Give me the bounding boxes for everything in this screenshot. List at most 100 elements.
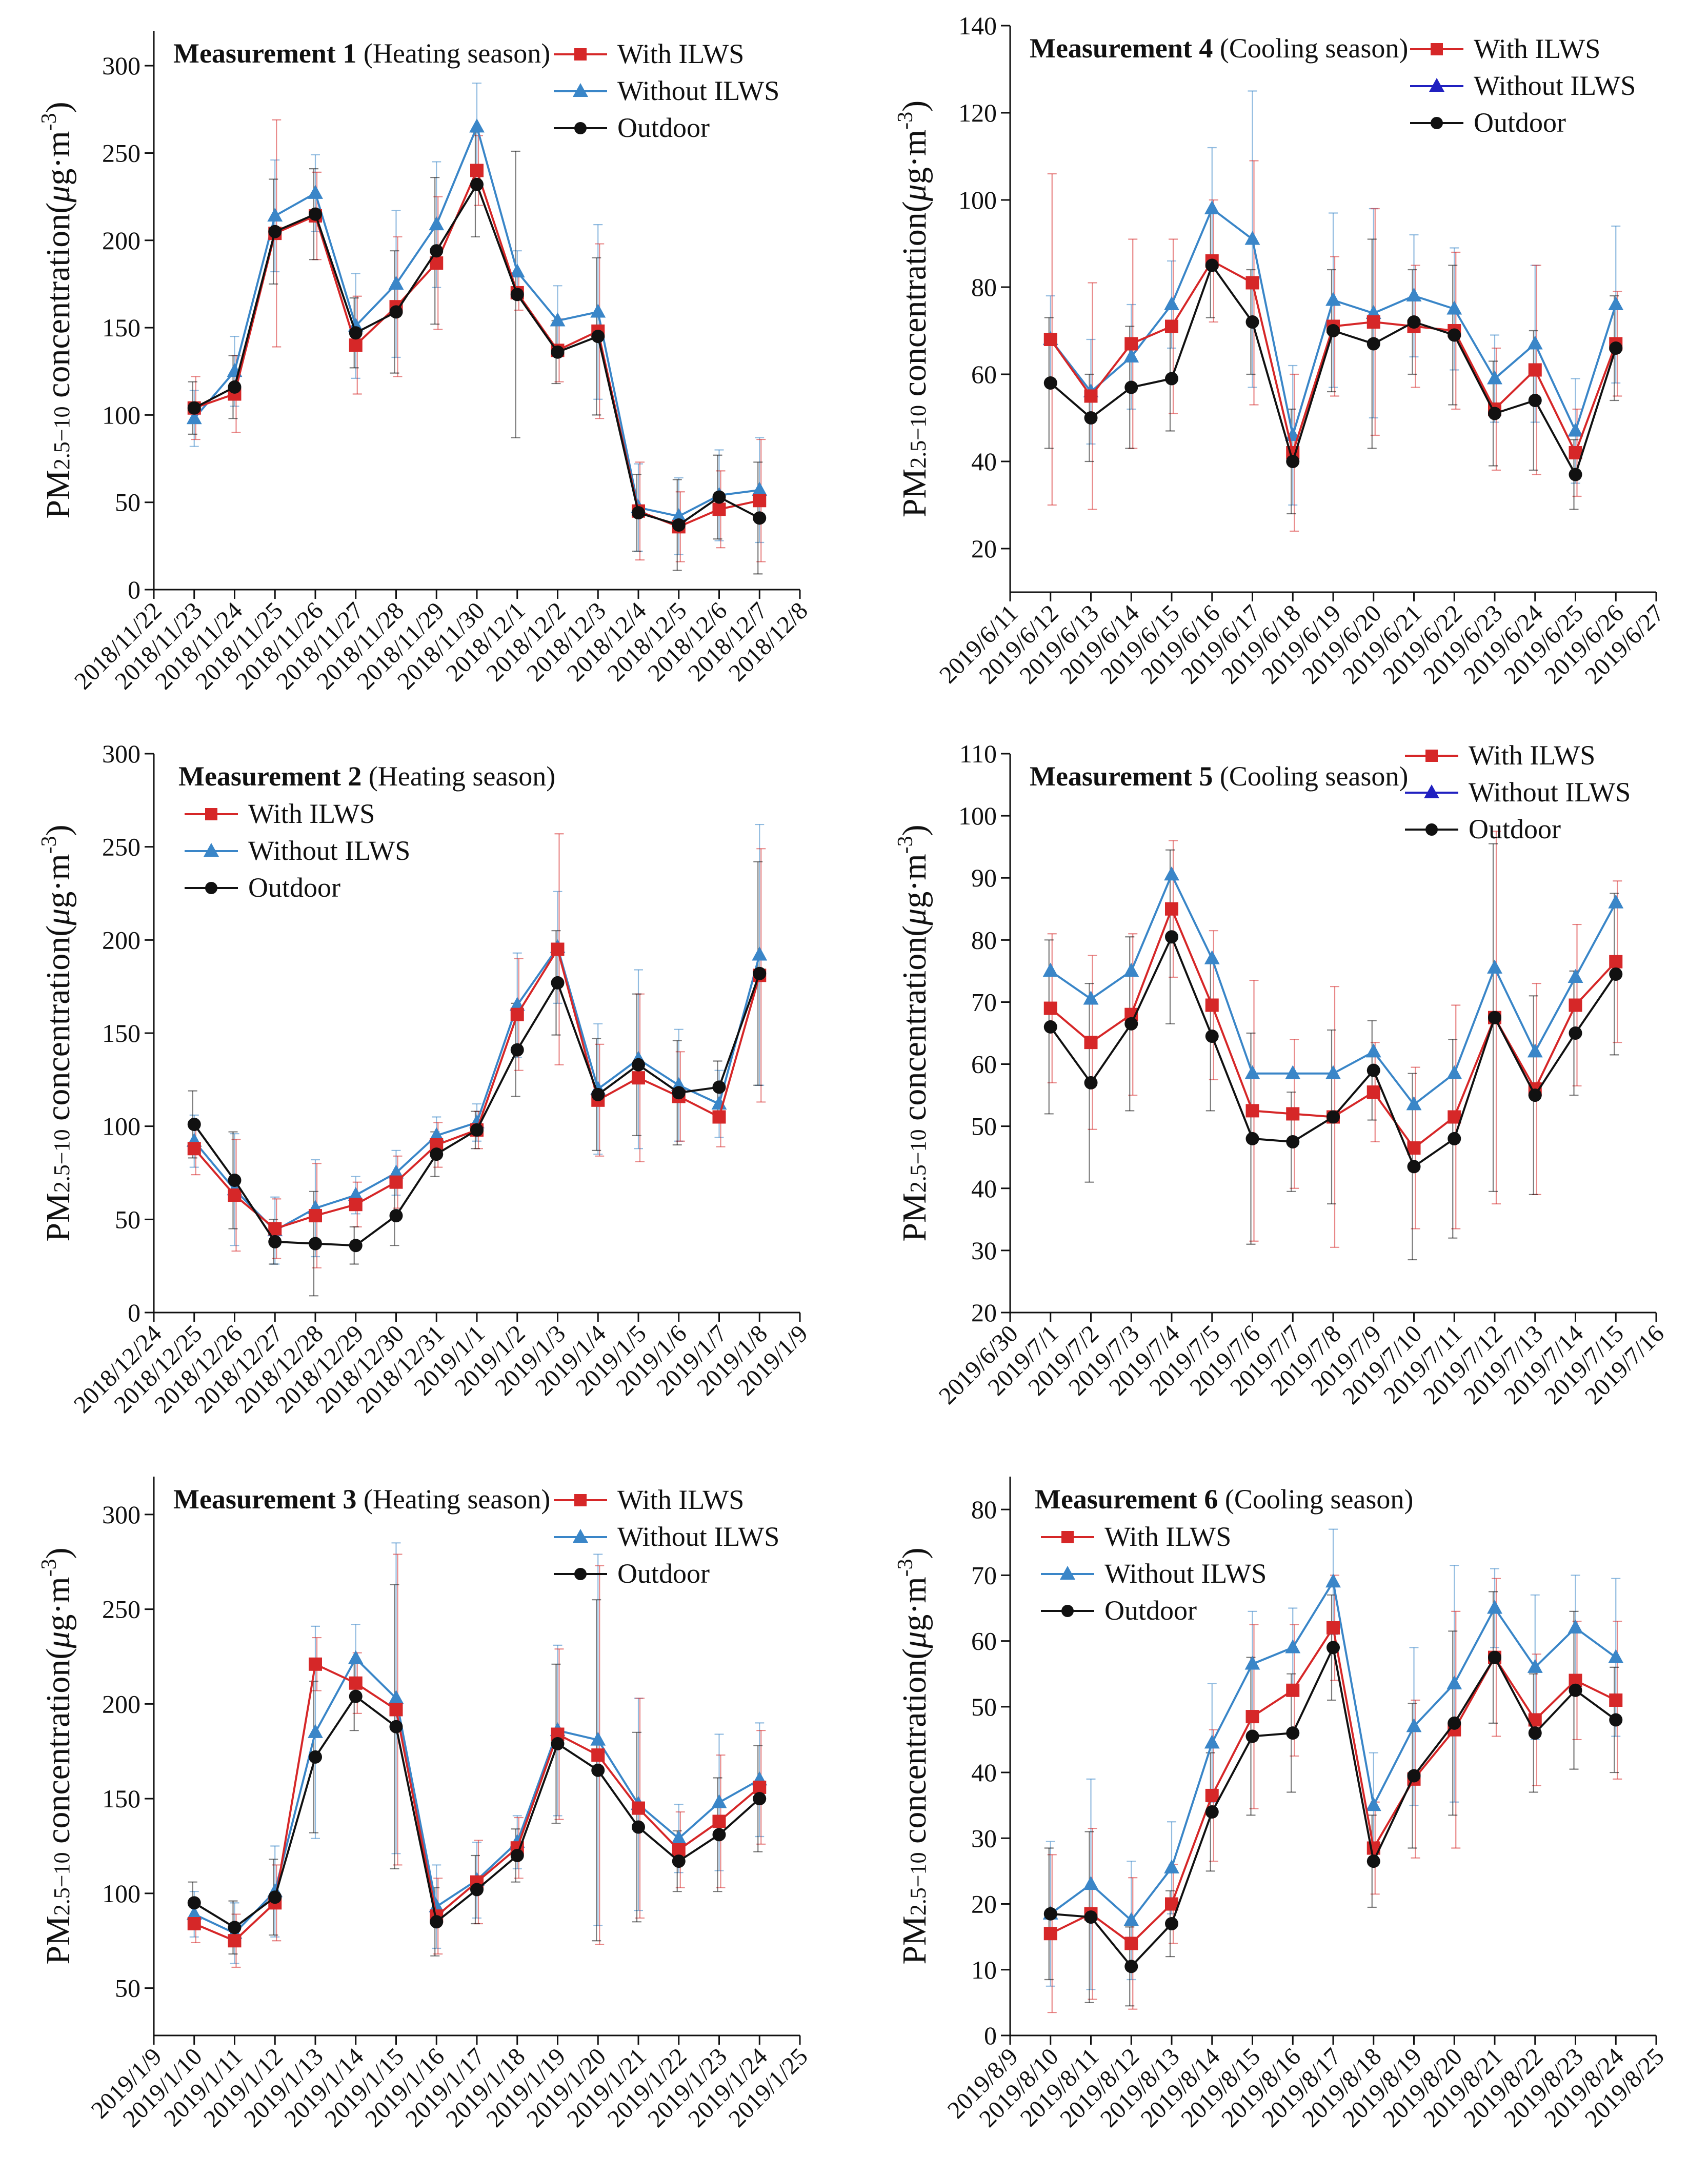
y-tick-label: 140: [958, 11, 997, 40]
data-point-without: [1406, 287, 1422, 302]
data-point-outdoor: [753, 511, 767, 525]
y-tick-label: 50: [115, 488, 140, 517]
data-point-with: [228, 1934, 242, 1948]
chart-title-space: [356, 1484, 364, 1515]
data-point-outdoor: [1124, 380, 1138, 394]
y-label-mu: μ: [39, 1631, 77, 1649]
data-point-outdoor: [1327, 1641, 1340, 1655]
y-tick-label: 300: [102, 739, 140, 768]
y-tick-label: 80: [971, 273, 997, 301]
data-point-outdoor: [1245, 1729, 1259, 1743]
data-point-outdoor: [1407, 1769, 1421, 1783]
y-tick-label: 70: [971, 987, 997, 1016]
y-label-concentration: concentration(: [896, 925, 933, 1130]
y-tick-label: 200: [102, 925, 140, 954]
data-point-outdoor: [632, 1820, 645, 1834]
chart-title-bold: Measurement 5: [1030, 761, 1213, 792]
data-point-with: [510, 1007, 524, 1021]
y-label-concentration: concentration(: [39, 203, 77, 407]
data-point-without: [429, 1898, 445, 1912]
y-axis-label: PM2.5−10 concentration(μg·m-3): [37, 824, 77, 1241]
y-tick-label: 300: [102, 1500, 140, 1529]
y-label-concentration: concentration(: [896, 201, 933, 405]
data-point-with: [1205, 998, 1219, 1012]
data-point-outdoor: [551, 976, 565, 990]
data-point-without: [1204, 1735, 1220, 1749]
data-point-outdoor: [1245, 315, 1259, 329]
y-label-pm: PM: [896, 1915, 933, 1964]
data-point-without: [590, 1731, 606, 1746]
y-label-subscript: 2.5−10: [49, 406, 74, 470]
legend-marker-without: [1424, 784, 1439, 798]
data-point-without: [1325, 1065, 1341, 1079]
chart-title-season: (Heating season): [364, 38, 550, 69]
y-tick-label: 60: [971, 1627, 997, 1656]
data-point-outdoor: [430, 244, 444, 258]
data-point-outdoor: [1528, 1726, 1542, 1740]
data-point-without: [1285, 1639, 1301, 1653]
data-point-outdoor: [1084, 411, 1098, 425]
y-label-close: ): [39, 102, 77, 113]
data-point-with: [228, 1188, 242, 1202]
y-tick-label: 150: [102, 1784, 140, 1813]
data-point-outdoor: [430, 1915, 444, 1929]
data-point-without: [1325, 1573, 1341, 1588]
y-tick-label: 100: [102, 1879, 140, 1908]
y-label-close: ): [39, 824, 77, 836]
y-tick-label: 100: [102, 400, 140, 429]
data-point-outdoor: [349, 1689, 363, 1703]
legend-label: With ILWS: [617, 1484, 744, 1515]
chart-title-season: (Heating season): [364, 1484, 550, 1515]
data-point-outdoor: [1367, 1854, 1380, 1868]
y-tick-label: 50: [971, 1112, 997, 1141]
y-label-unit: g·m: [896, 130, 933, 184]
y-label-mu: μ: [896, 909, 933, 926]
data-point-with: [470, 164, 484, 177]
data-point-with: [632, 1071, 645, 1085]
data-point-outdoor: [389, 1720, 403, 1733]
data-point-outdoor: [591, 1763, 605, 1777]
data-point-without: [752, 946, 768, 961]
data-point-outdoor: [187, 401, 201, 415]
data-point-without: [1446, 1675, 1462, 1689]
legend-marker-outdoor: [574, 1568, 587, 1580]
data-point-outdoor: [632, 506, 645, 520]
data-point-outdoor: [1488, 1650, 1501, 1664]
data-point-outdoor: [1043, 376, 1057, 390]
data-point-outdoor: [349, 326, 363, 340]
data-point-outdoor: [1043, 1020, 1057, 1034]
y-tick-label: 100: [102, 1112, 140, 1141]
y-label-subscript: 2.5−10: [906, 1852, 931, 1915]
chart-title-space: [1213, 761, 1220, 792]
data-point-outdoor: [1124, 1017, 1138, 1031]
legend-label: Outdoor: [1474, 107, 1566, 138]
data-point-outdoor: [228, 1174, 242, 1187]
data-point-without: [1123, 348, 1139, 363]
legend-label: Outdoor: [1104, 1595, 1197, 1626]
data-point-without: [388, 275, 404, 290]
y-tick-label: 90: [971, 863, 997, 892]
data-point-with: [1043, 1927, 1057, 1941]
data-point-without: [1204, 200, 1220, 215]
y-tick-label: 20: [971, 1890, 997, 1919]
chart-title-season: (Cooling season): [1220, 761, 1408, 792]
data-point-without: [590, 304, 606, 318]
data-point-without: [752, 481, 768, 496]
legend-label: Without ILWS: [1104, 1558, 1267, 1589]
y-tick-label: 30: [971, 1236, 997, 1265]
data-point-with: [1528, 363, 1542, 377]
data-point-with: [1124, 1937, 1138, 1950]
data-point-with: [309, 1209, 322, 1223]
y-label-mu: μ: [896, 184, 933, 201]
data-point-with: [1569, 446, 1582, 459]
data-point-with: [1448, 1110, 1461, 1124]
y-tick-label: 20: [971, 1298, 997, 1327]
y-label-subscript: 2.5−10: [49, 1852, 74, 1915]
data-point-with: [187, 1917, 201, 1930]
data-point-outdoor: [470, 177, 484, 191]
data-point-with: [1043, 1001, 1057, 1015]
chart-title-season: (Heating season): [369, 761, 555, 792]
y-tick-label: 60: [971, 360, 997, 389]
data-point-without: [1164, 296, 1179, 311]
legend-marker-outdoor: [1061, 1605, 1074, 1617]
